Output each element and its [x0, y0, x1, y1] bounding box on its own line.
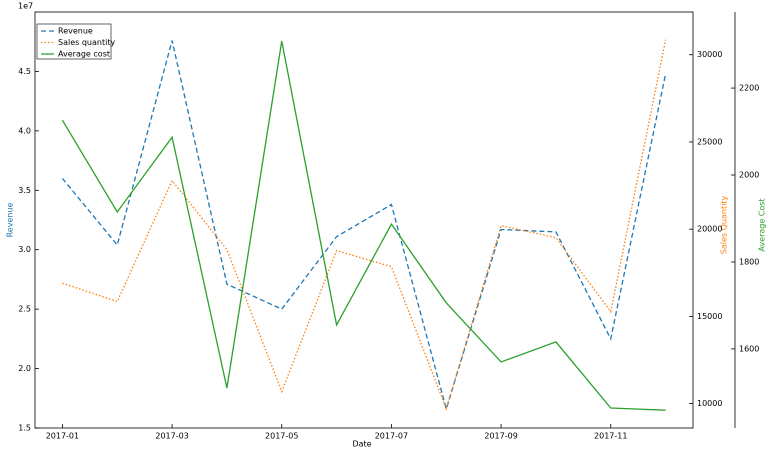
legend-label: Sales quantity [58, 38, 115, 47]
y-axis-label: Revenue [6, 203, 15, 238]
plot-frame [34, 11, 694, 429]
x-tick-label: 2017-03 [155, 432, 188, 441]
x-tick-label: 2017-05 [265, 432, 298, 441]
x-tick-label: 2017-01 [46, 432, 79, 441]
y-tick-label: 4.0 [18, 126, 31, 135]
y-tick-label: 3.0 [18, 245, 31, 254]
y2-tick-label: 25000 [697, 137, 722, 146]
y-tick-label: 1.5 [18, 424, 31, 433]
y2-tick-label: 15000 [697, 312, 722, 321]
series-line [62, 39, 667, 411]
y3-tick-label: 1800 [739, 257, 759, 266]
x-axis-label: Date [352, 440, 371, 449]
y-tick-label: 4.5 [18, 67, 31, 76]
x-tick-label: 2017-11 [594, 432, 627, 441]
y2-tick-label: 20000 [697, 225, 722, 234]
x-tick-label: 2017-09 [484, 432, 517, 441]
y-offset-label: 1e7 [18, 2, 33, 11]
y-tick-label: 3.5 [18, 186, 31, 195]
y2-tick-label: 30000 [697, 50, 722, 59]
legend-label: Average cost [58, 50, 110, 59]
y3-tick-label: 2000 [739, 171, 759, 180]
y3-tick-label: 1600 [739, 344, 759, 353]
y-tick-label: 2.0 [18, 364, 31, 373]
series-line [61, 40, 667, 412]
legend-box [36, 23, 112, 60]
legend-label: Revenue [58, 27, 93, 36]
y2-tick-label: 10000 [697, 399, 722, 408]
y-tick-label: 2.5 [18, 305, 31, 314]
series-line [61, 41, 666, 411]
y2-axis-label: Sales Quantity [720, 196, 729, 255]
y3-tick-label: 2200 [739, 84, 759, 93]
x-tick-label: 2017-07 [375, 432, 408, 441]
y3-axis-label: Average Cost [758, 198, 767, 251]
